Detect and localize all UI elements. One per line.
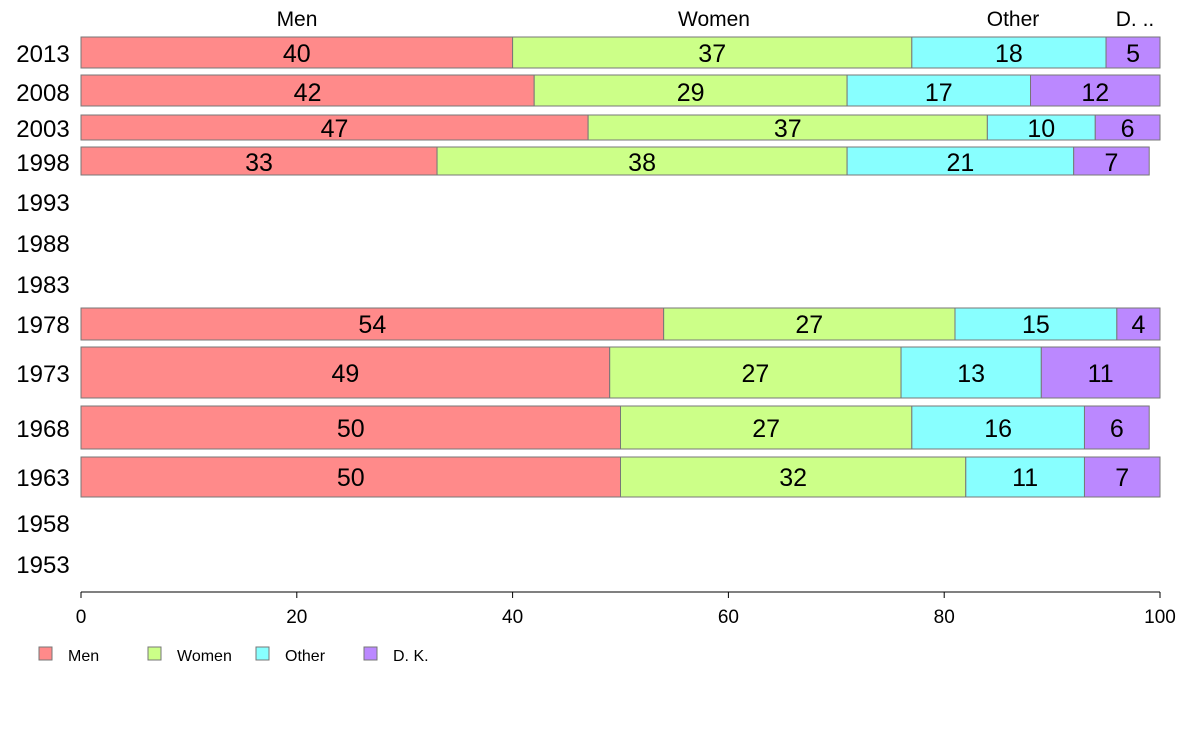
bar-segment [1073,146,1150,176]
legend-label: Women [177,648,232,665]
year-label: 2013 [16,41,69,68]
x-tick-label: 100 [1144,607,1176,628]
bar-value-label: 49 [331,360,359,388]
bar-segment [911,36,1107,69]
bar-value-label: 54 [358,311,386,339]
year-label: 1978 [16,312,69,339]
bar-value-label: 4 [1131,311,1145,339]
x-tick-label: 0 [76,607,87,628]
bar-segment [911,405,1085,450]
bar-segment [1030,74,1161,107]
year-label: 1998 [16,150,69,177]
bar-segment [512,36,913,69]
bar-segment [900,346,1042,399]
year-label: 1958 [16,511,69,538]
bar-value-label: 38 [628,149,656,177]
bar-segment [1116,307,1161,341]
bar-value-label: 7 [1115,464,1129,492]
x-tick-label: 20 [286,607,307,628]
bar-segment [1040,346,1161,399]
x-tick-label: 60 [718,607,739,628]
bar-value-label: 27 [752,415,780,443]
bar-segment [80,114,589,141]
bar-value-label: 27 [795,311,823,339]
year-label: 1993 [16,190,69,217]
bar-segment [663,307,956,341]
bar-segment [1083,456,1161,498]
year-label: 2003 [16,116,69,143]
bar-value-label: 17 [925,79,953,107]
year-label: 2008 [16,80,69,107]
bar-segment [846,74,1032,107]
bar-value-label: 37 [774,115,802,143]
bar-segment [436,146,848,176]
bar-segment [80,146,438,176]
bar-segment [80,405,621,450]
bar-segment [80,307,665,341]
bar-value-label: 40 [283,40,311,68]
bar-segment [587,114,988,141]
bar-value-label: 47 [321,115,349,143]
bar-segment [533,74,848,107]
bar-value-label: 11 [1012,464,1038,492]
bar-value-label: 27 [741,360,769,388]
x-tick-label: 80 [934,607,955,628]
year-label: 1973 [16,361,69,388]
bar-value-label: 50 [337,415,365,443]
year-label: 1968 [16,416,69,443]
bar-segment [80,36,514,69]
column-header: Women [678,8,750,31]
bar-value-label: 5 [1126,40,1140,68]
bar-segment [80,456,621,498]
bar-value-label: 11 [1088,360,1114,388]
column-header: D. .. [1116,8,1155,31]
column-header: Other [987,8,1040,31]
legend-label: Other [285,648,326,665]
legend-swatch [147,646,162,661]
year-label: 1953 [16,552,69,579]
column-header: Men [277,8,318,31]
bar-value-label: 32 [779,464,807,492]
bar-value-label: 13 [957,360,985,388]
legend-label: Men [68,648,99,665]
bar-value-label: 29 [677,79,705,107]
bar-segment [1105,36,1161,69]
bar-segment [954,307,1118,341]
bar-value-label: 33 [245,149,273,177]
bar-segment [1094,114,1161,141]
bar-value-label: 10 [1027,115,1055,143]
bar-value-label: 42 [294,79,322,107]
bar-value-label: 6 [1110,415,1124,443]
legend-swatch [255,646,270,661]
bar-segment [1083,405,1150,450]
bar-segment [609,346,902,399]
legend-label: D. K. [393,648,429,665]
bar-value-label: 37 [698,40,726,68]
bar-value-label: 18 [995,40,1023,68]
bar-value-label: 12 [1081,79,1109,107]
bar-value-label: 6 [1121,115,1135,143]
bar-value-label: 16 [984,415,1012,443]
legend-swatch [363,646,378,661]
bar-value-label: 50 [337,464,365,492]
bar-segment [80,74,535,107]
bar-segment [80,346,611,399]
year-label: 1988 [16,231,69,258]
bar-value-label: 15 [1022,311,1050,339]
bar-value-label: 21 [946,149,974,177]
year-label: 1963 [16,465,69,492]
bar-value-label: 7 [1104,149,1118,177]
legend-swatch [38,646,53,661]
year-label: 1983 [16,272,69,299]
x-tick-label: 40 [502,607,523,628]
bar-segment [965,456,1085,498]
